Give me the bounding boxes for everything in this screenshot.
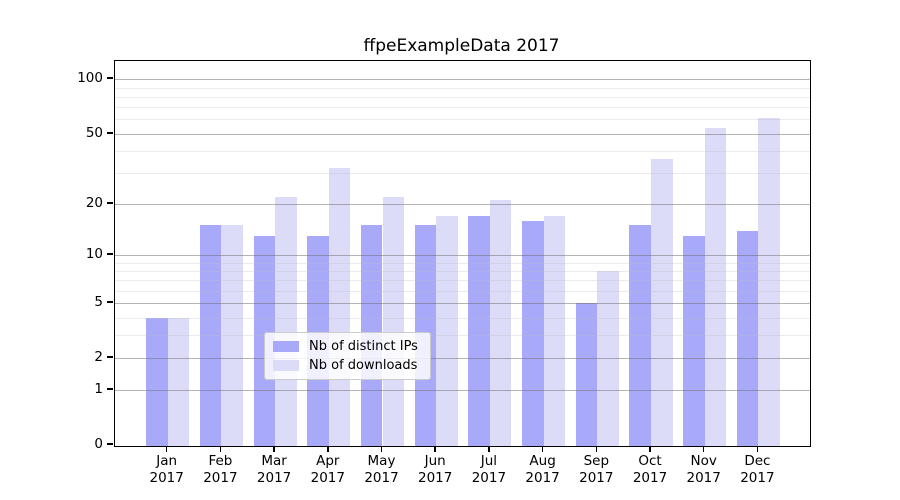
gridline-90 — [115, 87, 810, 89]
y-tick-label-0: 0 — [94, 436, 103, 453]
legend: Nb of distinct IPs Nb of downloads — [264, 332, 431, 380]
gridline-4 — [115, 317, 810, 319]
bar-jul-downloads — [489, 200, 512, 446]
legend-swatch-downloads — [273, 360, 299, 371]
y-tick-label-1: 1 — [94, 381, 103, 398]
gridline-30 — [115, 172, 810, 174]
gridline-1 — [115, 390, 810, 392]
y-tick-label-20: 20 — [85, 194, 103, 211]
bar-jan-ips — [146, 317, 168, 446]
gridline-8 — [115, 271, 810, 273]
x-tick-label-nov: Nov 2017 — [686, 453, 721, 486]
x-tick-sep — [595, 446, 598, 452]
x-tick-label-mar: Mar 2017 — [256, 453, 292, 486]
x-tick-label-may: May 2017 — [364, 453, 399, 486]
chart-title: ffpeExampleData 2017 — [363, 36, 560, 56]
x-tick-label-aug: Aug 2017 — [525, 453, 560, 486]
x-tick-aug — [541, 446, 544, 452]
x-tick-label-oct: Oct 2017 — [632, 453, 668, 486]
gridline-60 — [115, 119, 810, 121]
bar-dec-downloads — [758, 118, 780, 446]
bar-apr-downloads — [328, 168, 351, 446]
x-tick-dec — [756, 446, 759, 452]
bar-aug-ips — [522, 220, 544, 446]
y-tick-2 — [107, 356, 113, 359]
bar-may-downloads — [382, 196, 405, 446]
gridline-80 — [115, 96, 810, 98]
y-tick-0 — [107, 443, 113, 446]
x-tick-label-jul: Jul 2017 — [471, 453, 507, 486]
gridline-5 — [115, 303, 810, 305]
bar-nov-downloads — [704, 127, 727, 446]
gridline-9 — [115, 262, 810, 264]
gridline-40 — [115, 150, 810, 152]
bar-sep-ips — [575, 303, 598, 446]
bar-jun-downloads — [436, 216, 458, 446]
x-tick-label-sep: Sep 2017 — [579, 453, 614, 486]
plot-area — [114, 60, 811, 447]
legend-item-distinct-ips: Nb of distinct IPs — [273, 339, 418, 354]
y-tick-20 — [107, 201, 113, 204]
bar-dec-ips — [736, 230, 759, 446]
bar-nov-ips — [683, 236, 705, 446]
y-tick-50 — [107, 131, 113, 134]
x-tick-mar — [273, 446, 275, 452]
legend-label-distinct-ips: Nb of distinct IPs — [309, 339, 418, 354]
gridline-2 — [115, 358, 810, 360]
gridline-3 — [115, 335, 810, 337]
x-tick-may — [380, 446, 383, 452]
bar-mar-downloads — [275, 196, 297, 446]
gridline-100 — [115, 79, 810, 81]
bar-jan-downloads — [167, 317, 190, 446]
y-tick-10 — [107, 253, 113, 256]
legend-swatch-distinct-ips — [273, 341, 299, 352]
y-tick-1 — [107, 388, 113, 391]
y-tick-5 — [107, 301, 113, 304]
y-tick-label-5: 5 — [94, 294, 103, 311]
x-tick-jun — [434, 446, 436, 452]
gridline-7 — [115, 280, 810, 282]
gridline-6 — [115, 290, 810, 292]
y-tick-100 — [107, 77, 113, 80]
x-tick-label-feb: Feb 2017 — [203, 453, 238, 486]
x-tick-jan — [165, 446, 168, 452]
y-tick-label-2: 2 — [94, 349, 103, 366]
y-tick-label-10: 10 — [85, 246, 103, 263]
x-tick-label-jan: Jan 2017 — [149, 453, 184, 486]
x-tick-nov — [702, 446, 705, 452]
bar-aug-downloads — [543, 216, 566, 446]
legend-item-downloads: Nb of downloads — [273, 358, 418, 373]
bar-jul-ips — [468, 216, 490, 446]
x-tick-apr — [327, 446, 329, 452]
gridline-70 — [115, 107, 810, 109]
x-tick-label-jun: Jun 2017 — [418, 453, 453, 486]
x-tick-jul — [488, 446, 490, 452]
gridline-20 — [115, 203, 810, 205]
x-tick-label-dec: Dec 2017 — [740, 453, 775, 486]
gridline-10 — [115, 255, 810, 257]
legend-label-downloads: Nb of downloads — [309, 358, 418, 373]
y-tick-label-50: 50 — [85, 124, 103, 141]
x-tick-feb — [219, 446, 222, 452]
bar-oct-downloads — [651, 158, 673, 446]
x-tick-oct — [649, 446, 651, 452]
x-tick-label-apr: Apr 2017 — [310, 453, 345, 486]
gridline-50 — [115, 133, 810, 135]
y-tick-label-100: 100 — [77, 70, 103, 87]
